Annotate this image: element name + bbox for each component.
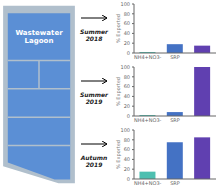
svg-text:NH4+NO3-: NH4+NO3- [134,54,162,60]
svg-text:NH4+NO3-: NH4+NO3- [134,117,162,123]
svg-text:SRP: SRP [170,180,180,186]
svg-text:SRP: SRP [170,117,180,123]
svg-text:0: 0 [127,176,130,182]
svg-text:20: 20 [124,40,130,46]
svg-text:40: 40 [124,156,130,162]
svg-text:80: 80 [124,11,130,17]
svg-text:40: 40 [124,30,130,36]
svg-text:60: 60 [124,83,130,89]
svg-text:60: 60 [124,146,130,152]
svg-text:100: 100 [120,64,130,70]
svg-text:20: 20 [124,166,130,172]
svg-text:20: 20 [124,103,130,109]
svg-text:100: 100 [120,1,130,7]
svg-text:0: 0 [127,50,130,56]
svg-text:100: 100 [120,127,130,133]
svg-text:NH4+NO3-: NH4+NO3- [134,180,162,186]
html-text:2018: 2018 [85,35,103,42]
html-text:Summer: Summer [79,91,109,98]
svg-text:40: 40 [124,93,130,99]
svg-text:% Exported: % Exported [115,77,122,106]
html-text:Summer: Summer [79,28,109,35]
svg-text:60: 60 [124,20,130,26]
html-text:2019: 2019 [85,98,103,105]
html-text:Autumn: Autumn [80,154,108,161]
svg-text:0: 0 [127,113,130,119]
svg-text:80: 80 [124,137,130,143]
svg-text:% Exported: % Exported [115,14,122,43]
html-text:Wastewater Lagoon: Wastewater Lagoon [15,28,63,45]
svg-text:SRP: SRP [170,54,180,60]
svg-text:% Exported: % Exported [115,140,122,169]
svg-text:80: 80 [124,74,130,80]
html-text:2019: 2019 [85,161,103,168]
